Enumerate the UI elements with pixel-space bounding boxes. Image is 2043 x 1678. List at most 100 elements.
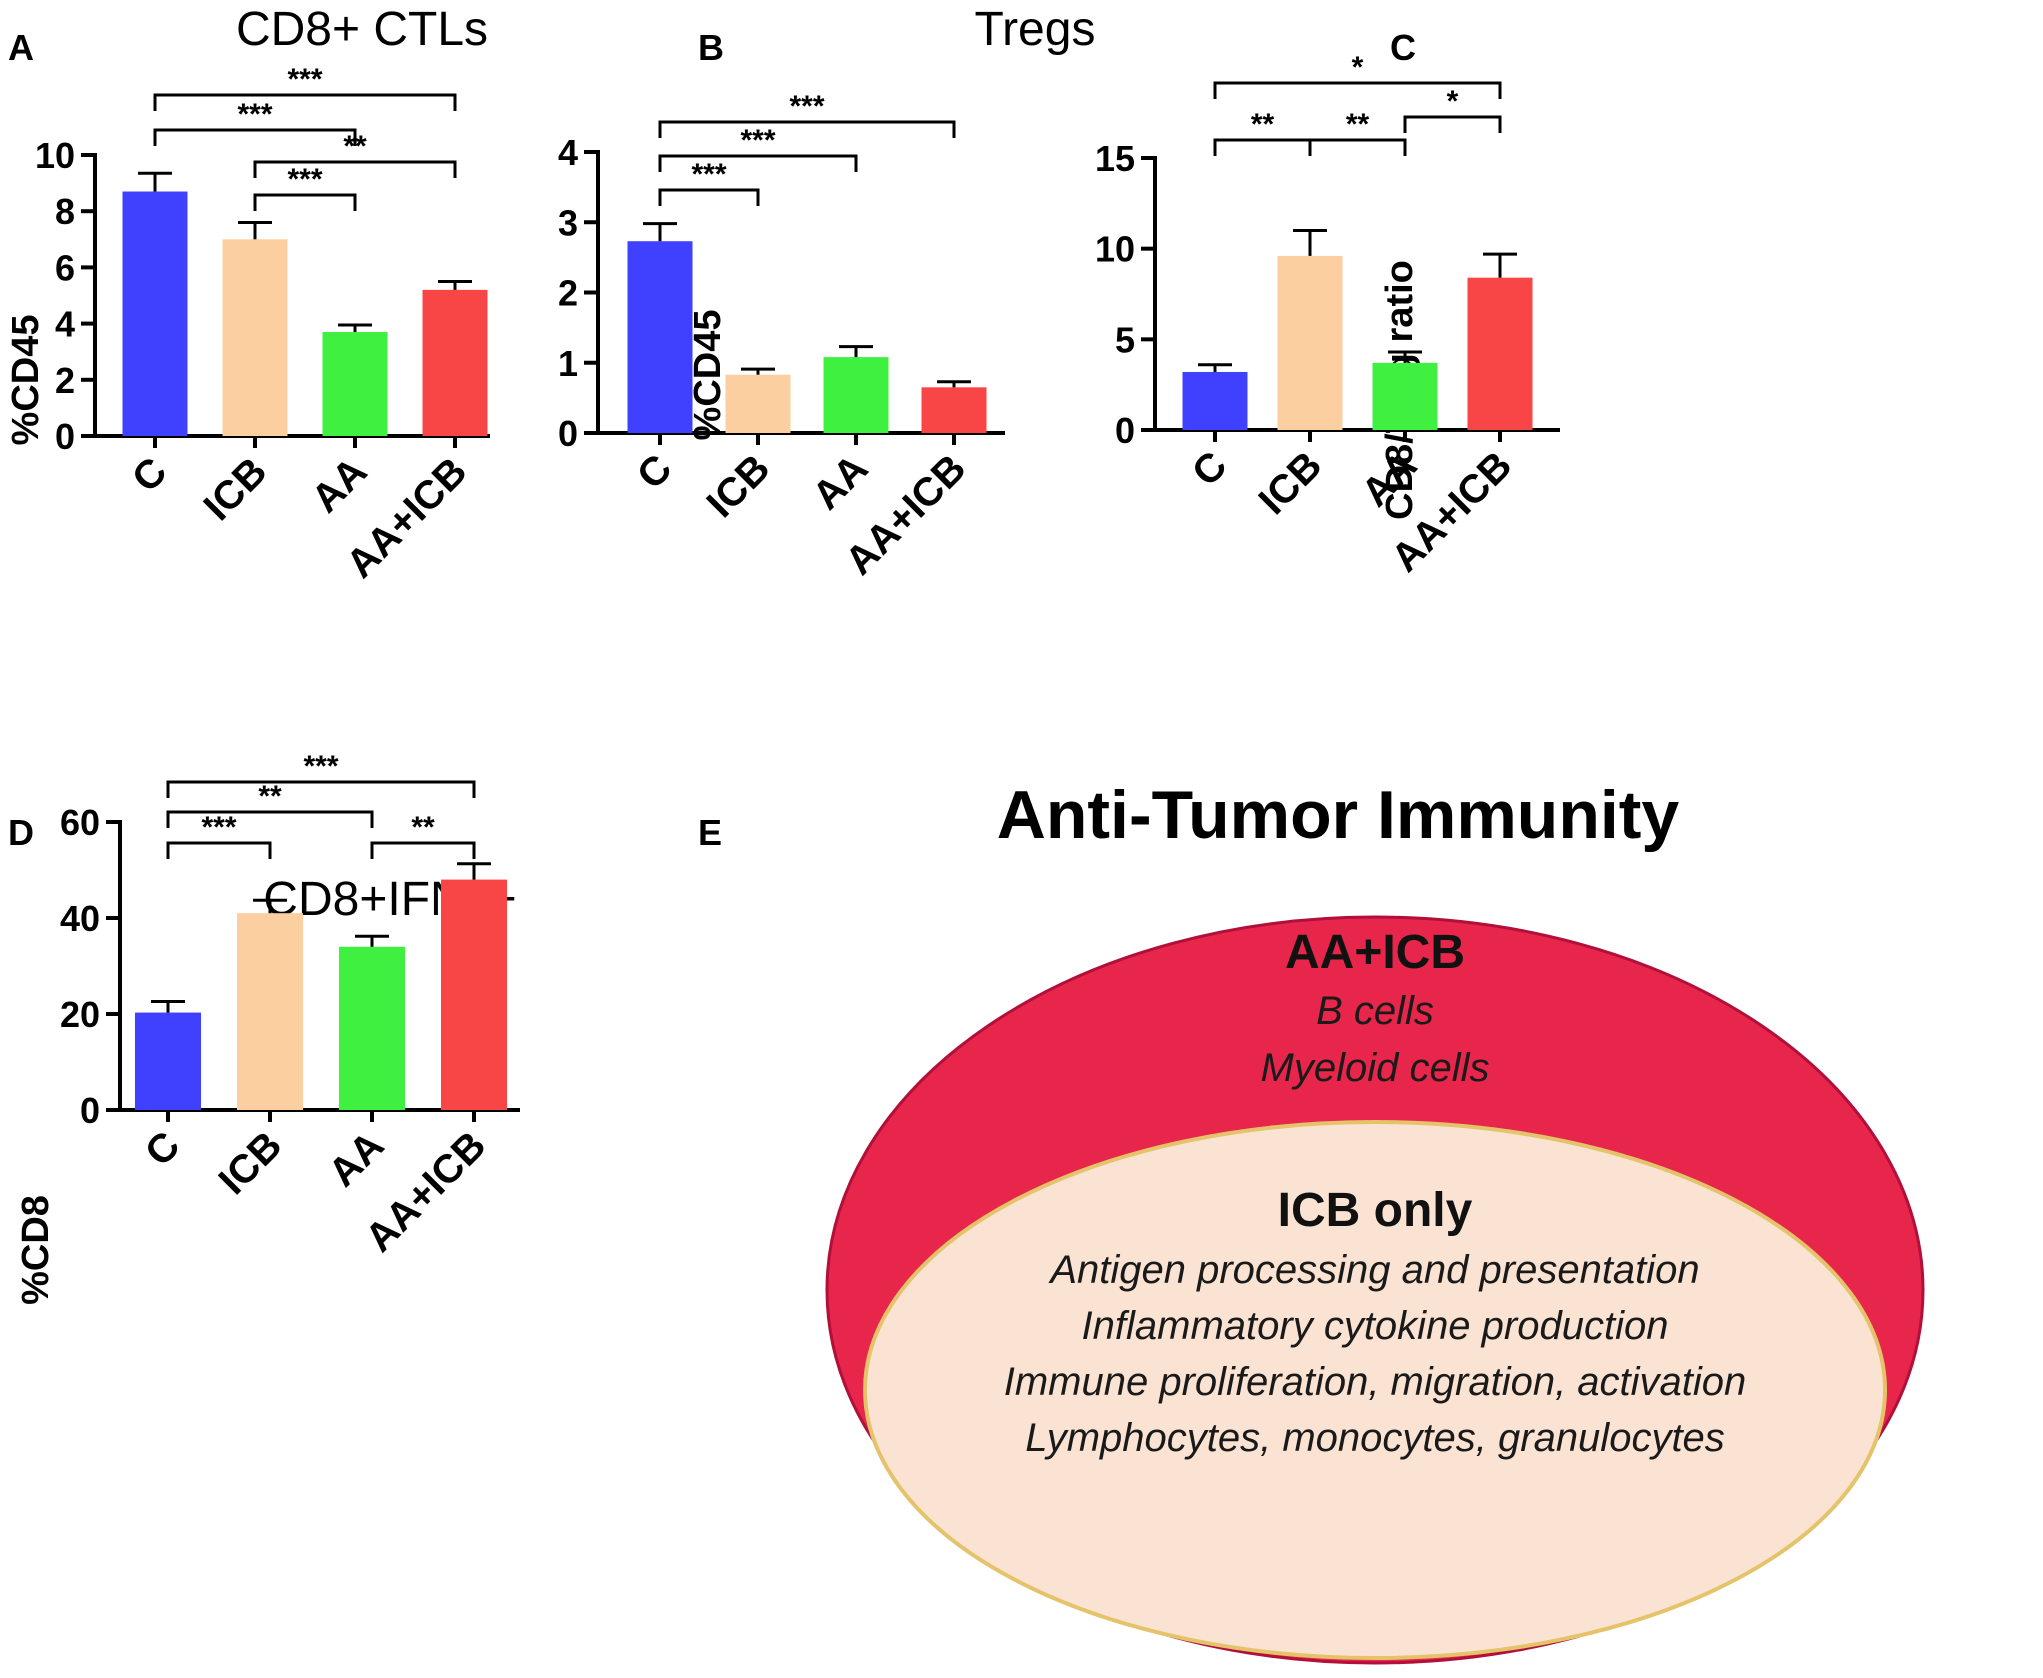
- bar-icb: [725, 374, 791, 433]
- significance-label: **: [1346, 108, 1370, 141]
- y-tick-label: 20: [60, 994, 100, 1035]
- bar-aa-icb: [1467, 277, 1533, 430]
- y-tick-label: 0: [55, 416, 75, 457]
- summary-title: Anti-Tumor Immunity: [997, 777, 1680, 853]
- outer-item: Myeloid cells: [1261, 1046, 1490, 1090]
- significance-label: *: [1352, 51, 1364, 84]
- y-tick-label: 3: [558, 202, 578, 243]
- significance-bracket: [370, 841, 476, 859]
- panel-c: C CD8/Treg ratio 051015CICBAAAA+ICB*****…: [1095, 27, 1560, 580]
- significance-bracket: [1403, 115, 1502, 133]
- y-axis-label-a: %CD45: [5, 315, 47, 446]
- inner-item: Inflammatory cytokine production: [1082, 1304, 1669, 1348]
- y-tick-label: 4: [55, 304, 75, 345]
- bar-c: [122, 191, 188, 436]
- significance-bracket: [253, 160, 457, 178]
- x-tick-label: ICB: [699, 446, 779, 526]
- significance-bracket: [658, 120, 956, 138]
- panel-e: E Anti-Tumor Immunity AA+ICB B cells Mye…: [698, 777, 1925, 1665]
- bar-aa: [322, 332, 388, 436]
- x-tick-label: ICB: [1251, 443, 1331, 523]
- inner-item: Immune proliferation, migration, activat…: [1004, 1360, 1747, 1404]
- y-tick-label: 1: [558, 343, 578, 384]
- y-axis-label-d: %CD8: [15, 1195, 57, 1305]
- y-tick-label: 60: [60, 802, 100, 843]
- y-tick-label: 10: [1095, 229, 1135, 270]
- x-tick-label: ICB: [211, 1123, 291, 1203]
- x-tick-label: ICB: [196, 449, 276, 529]
- y-tick-label: 15: [1095, 138, 1135, 179]
- bar-aa: [823, 357, 889, 433]
- y-tick-label: 4: [558, 132, 578, 173]
- significance-label: **: [1251, 108, 1275, 141]
- x-tick-label: C: [1184, 443, 1236, 495]
- y-tick-label: 2: [558, 273, 578, 314]
- bar-c: [1182, 371, 1248, 430]
- significance-bracket: [153, 128, 357, 146]
- y-tick-label: 2: [55, 360, 75, 401]
- significance-label: ***: [287, 63, 322, 96]
- significance-label: ***: [691, 158, 726, 191]
- y-tick-label: 40: [60, 898, 100, 939]
- inner-item: Lymphocytes, monocytes, granulocytes: [1025, 1416, 1725, 1460]
- significance-label: ***: [237, 98, 272, 131]
- significance-bracket: [166, 780, 476, 798]
- y-tick-label: 0: [80, 1090, 100, 1131]
- y-tick-label: 6: [55, 247, 75, 288]
- panel-letter-e: E: [698, 812, 722, 853]
- significance-label: ***: [740, 124, 775, 157]
- bar-c: [627, 241, 693, 433]
- significance-label: *: [1447, 85, 1459, 118]
- panel-letter-b: B: [698, 27, 724, 68]
- bar-c: [135, 1012, 201, 1110]
- significance-label: ***: [789, 90, 824, 123]
- bar-aa-icb: [422, 289, 488, 436]
- significance-bracket: [1308, 138, 1407, 156]
- outer-item: B cells: [1316, 989, 1434, 1033]
- significance-label: ***: [303, 750, 338, 783]
- bar-icb: [1277, 255, 1343, 430]
- significance-label: **: [258, 780, 282, 813]
- outer-heading: AA+ICB: [1285, 926, 1465, 979]
- x-tick-label: AA: [804, 446, 876, 518]
- significance-bracket: [658, 188, 760, 206]
- inner-ellipse: [863, 1120, 1887, 1660]
- significance-bracket: [153, 93, 457, 111]
- significance-bracket: [1213, 81, 1502, 99]
- x-tick-label: AA: [320, 1123, 392, 1195]
- bar-icb: [222, 239, 288, 436]
- significance-label: ***: [287, 163, 322, 196]
- bar-aa-icb: [921, 387, 987, 433]
- chart-title-b: Tregs: [975, 3, 1096, 56]
- x-tick-label: C: [137, 1123, 189, 1175]
- significance-bracket: [166, 841, 272, 859]
- significance-bracket: [253, 193, 357, 211]
- y-tick-label: 0: [1115, 410, 1135, 451]
- bar-aa: [1372, 362, 1438, 430]
- significance-bracket: [1213, 138, 1312, 156]
- bar-icb: [237, 913, 303, 1110]
- significance-label: **: [343, 130, 367, 163]
- y-tick-label: 0: [558, 413, 578, 454]
- chart-title-a: CD8+ CTLs: [236, 3, 488, 56]
- x-tick-label: AA: [303, 449, 375, 521]
- significance-bracket: [166, 810, 374, 828]
- bar-aa: [339, 946, 405, 1110]
- y-tick-label: 8: [55, 191, 75, 232]
- x-tick-label: C: [629, 446, 681, 498]
- inner-item: Antigen processing and presentation: [1048, 1248, 1699, 1292]
- y-tick-label: 5: [1115, 319, 1135, 360]
- y-tick-label: 10: [35, 135, 75, 176]
- bar-aa-icb: [441, 879, 507, 1110]
- significance-label: ***: [201, 811, 236, 844]
- significance-bracket: [658, 154, 858, 172]
- significance-label: **: [411, 811, 435, 844]
